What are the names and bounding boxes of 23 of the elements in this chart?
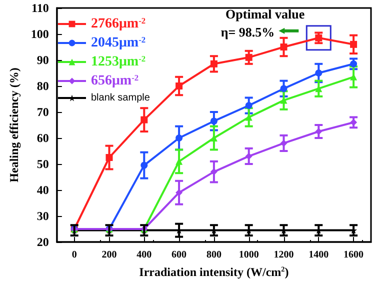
legend-label: blank sample xyxy=(91,92,150,104)
x-tick-label: 1400 xyxy=(308,250,329,260)
y-tick-label: 70 xyxy=(36,105,49,119)
y-axis-title: Healing efficiency (%) xyxy=(7,68,21,182)
x-tick-label: 1200 xyxy=(274,250,294,260)
x-tick-label: 800 xyxy=(206,250,222,260)
y-tick-label: 20 xyxy=(36,235,49,249)
x-tick-label: 400 xyxy=(136,250,152,260)
annotation: η= 98.5% xyxy=(220,24,275,40)
x-tick-label: 200 xyxy=(102,250,117,260)
x-tick-label: 600 xyxy=(172,250,187,260)
y-tick-label: 50 xyxy=(36,157,49,171)
y-tick-label: 90 xyxy=(36,53,49,67)
x-tick-label: 0 xyxy=(72,250,77,260)
annotation: Optimal value xyxy=(226,6,305,22)
y-tick-label: 100 xyxy=(30,27,49,41)
x-tick-label: 1600 xyxy=(344,250,364,260)
y-tick-label: 40 xyxy=(36,183,49,197)
y-tick-label: 80 xyxy=(36,79,49,93)
x-tick-label: 1000 xyxy=(238,250,259,260)
y-tick-label: 60 xyxy=(36,131,49,145)
y-tick-label: 110 xyxy=(32,1,49,15)
y-tick-label: 30 xyxy=(36,209,49,223)
